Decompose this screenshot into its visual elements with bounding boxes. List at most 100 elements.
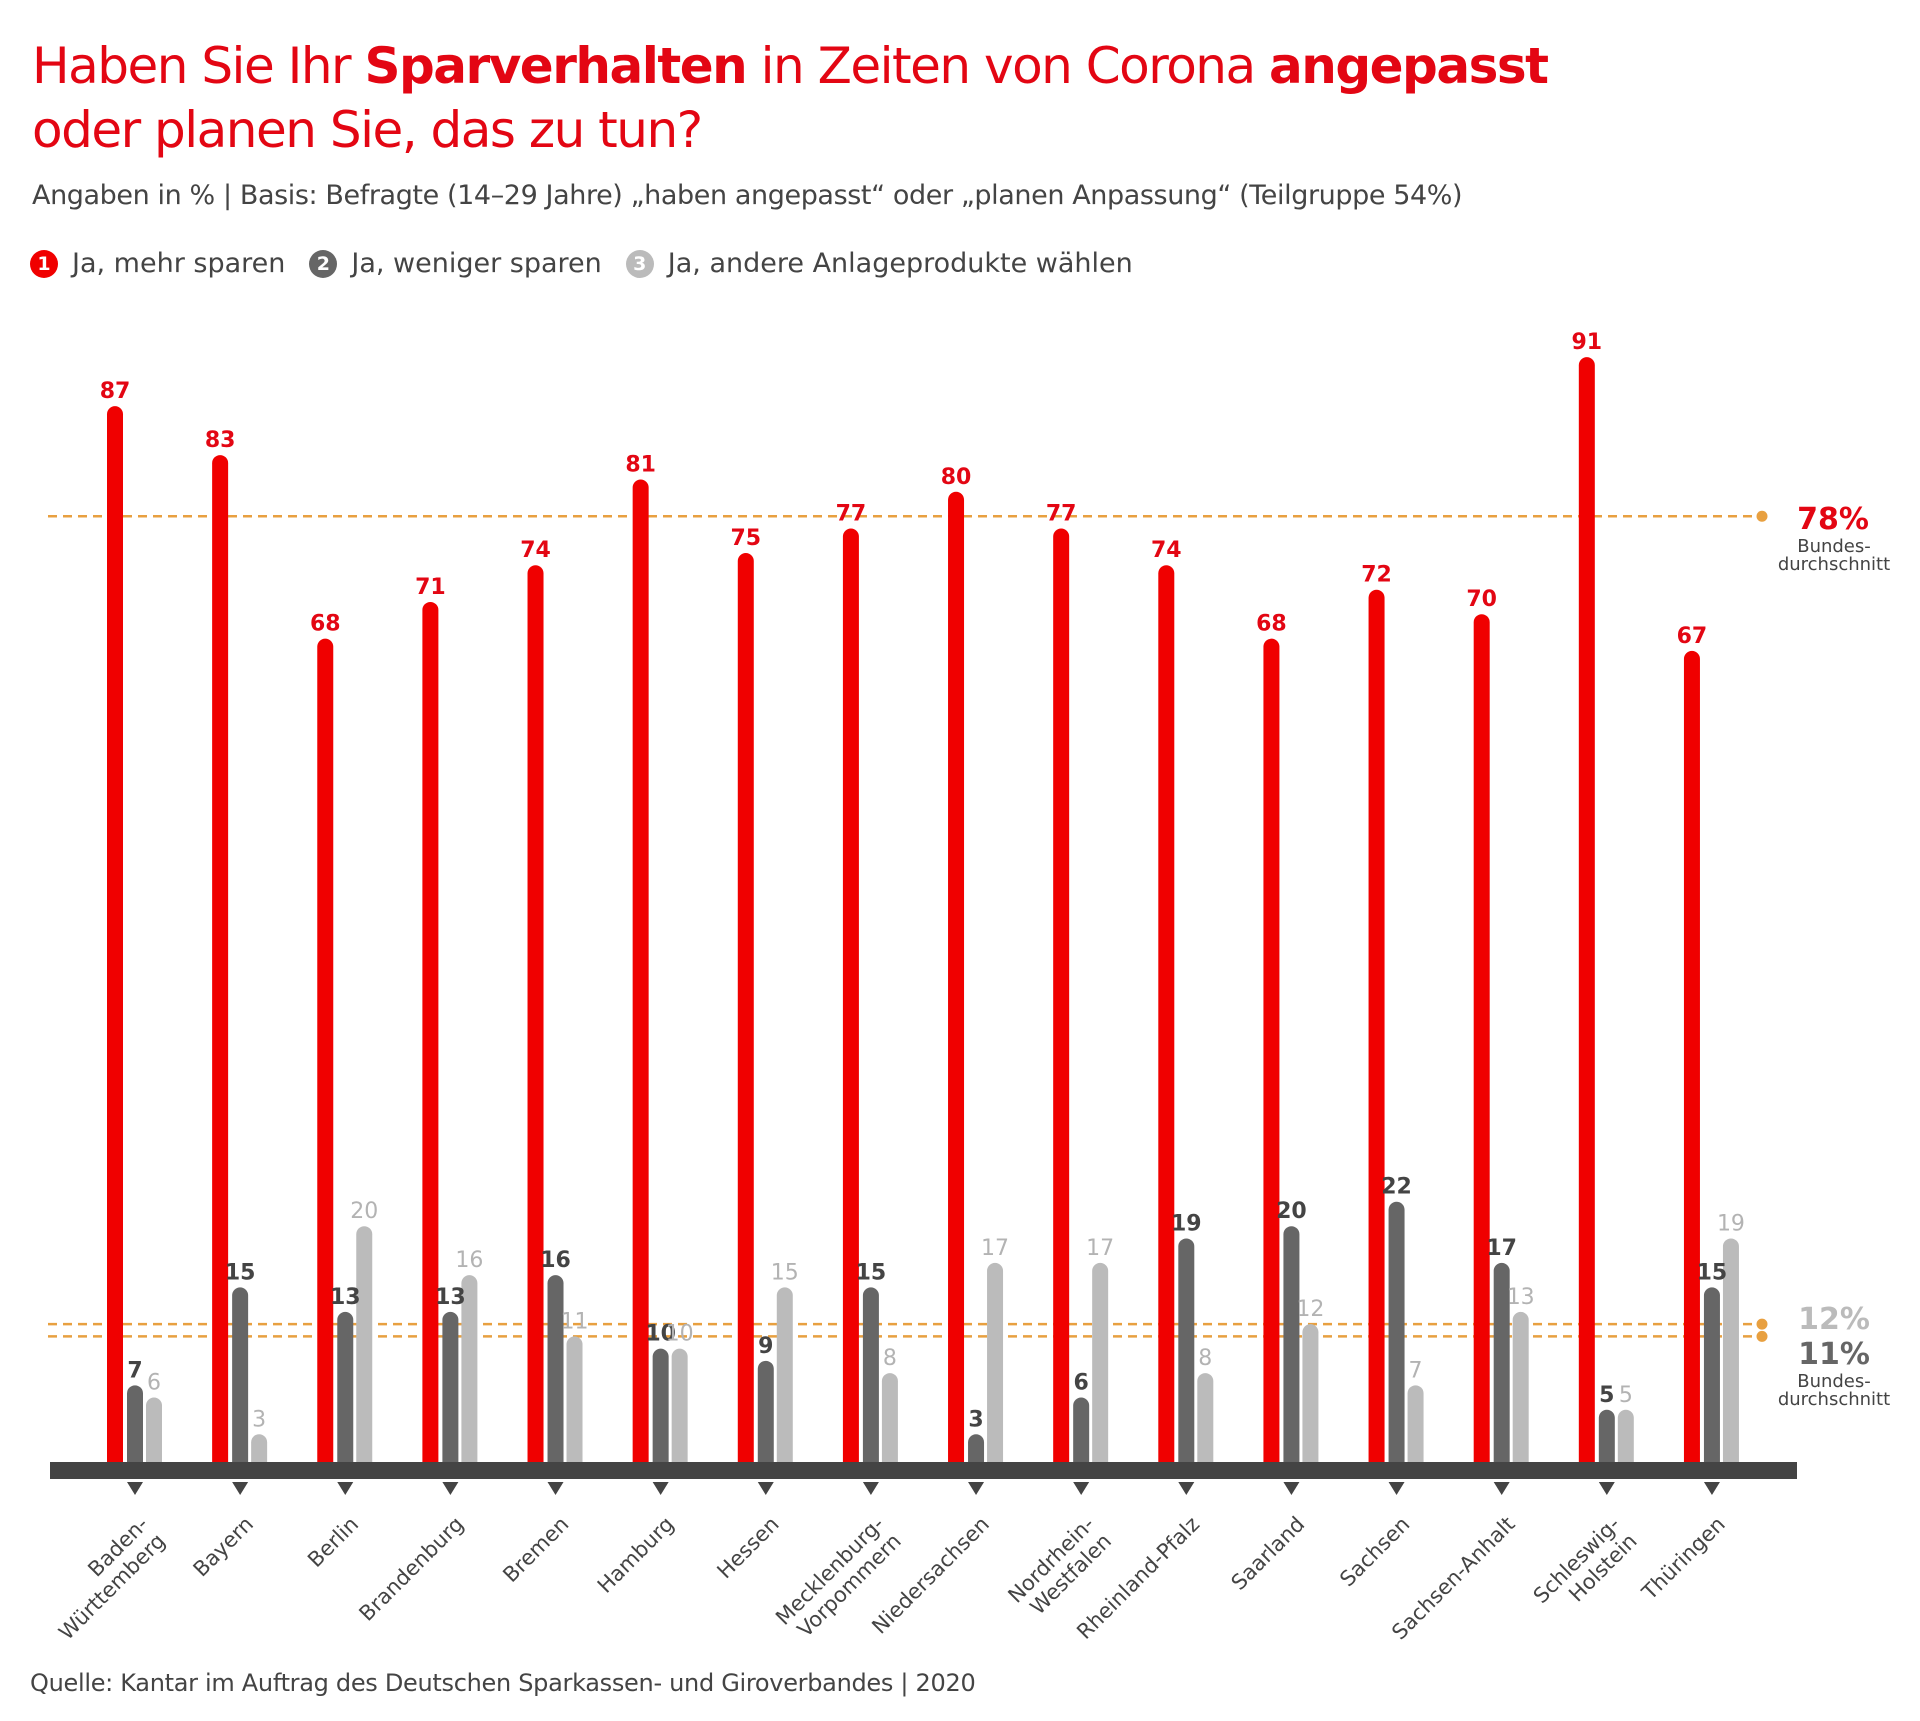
average-dot-icon (1756, 1330, 1768, 1342)
x-label: Hamburg (593, 1512, 679, 1598)
x-label: Schleswig-Holstein (1529, 1512, 1642, 1608)
tick-triangle-icon (757, 1482, 774, 1495)
reference-labels: 78%Bundes-durchschnitt12%11%Bundes-durch… (1778, 502, 1890, 1410)
value-label: 15 (771, 1260, 799, 1285)
tick-triangle-icon (862, 1482, 879, 1495)
value-label: 68 (310, 612, 341, 637)
x-label-line: Sachsen (1335, 1512, 1414, 1591)
bar-3 (566, 1336, 583, 1471)
value-label: 12 (1296, 1297, 1324, 1322)
value-label: 9 (758, 1334, 773, 1359)
value-labels: 877 6831536813207113167416118110107591577… (100, 330, 1745, 1432)
value-label: 15 (225, 1260, 256, 1285)
x-axis (50, 1462, 1797, 1495)
bar-3 (1302, 1324, 1319, 1471)
title-part: Haben Sie Ihr (32, 37, 365, 95)
tick-triangle-icon (1283, 1482, 1300, 1495)
bar-2 (1598, 1409, 1615, 1471)
tick-triangle-icon (1493, 1482, 1510, 1495)
bar-3 (1407, 1385, 1424, 1471)
value-label: 74 (1151, 538, 1182, 563)
bar-1 (107, 406, 123, 1471)
tick-triangle-icon (1388, 1482, 1405, 1495)
bar-1 (1053, 528, 1070, 1471)
value-label: 17 (1486, 1236, 1517, 1261)
legend-item-weniger-sparen: 2 Ja, weniger sparen (309, 248, 602, 279)
bar-2 (862, 1287, 879, 1471)
bar-1 (422, 601, 439, 1471)
x-label-line: Thüringen (1637, 1512, 1730, 1605)
legend-item-andere-anlageprodukte: 3 Ja, andere Anlageprodukte wählen (625, 248, 1133, 279)
x-label-line: Hamburg (593, 1512, 679, 1598)
tick-triangle-icon (442, 1482, 459, 1495)
average-dot-icon (1756, 1318, 1768, 1330)
bars (107, 357, 1739, 1472)
value-label: 16 (455, 1248, 483, 1273)
x-label-line: Hessen (712, 1512, 783, 1583)
title-part: in Zeiten von Corona (746, 37, 1270, 95)
value-label: 7 (1409, 1358, 1423, 1383)
bar-2 (127, 1385, 143, 1471)
value-label: 3 (968, 1407, 983, 1432)
value-label: 77 (836, 502, 867, 527)
x-label: Thüringen (1637, 1512, 1730, 1605)
bar-3 (881, 1373, 898, 1471)
x-label: Brandenburg (354, 1512, 468, 1626)
x-label-line: Berlin (303, 1512, 363, 1572)
value-label: 22 (1381, 1175, 1412, 1200)
value-label: 71 (415, 575, 446, 600)
bar-2 (652, 1348, 669, 1471)
tick-triangle-icon (1073, 1482, 1090, 1495)
bar-3 (671, 1348, 688, 1471)
value-label: 15 (856, 1260, 887, 1285)
value-label: 16 (540, 1248, 571, 1273)
value-label: 77 (1046, 502, 1077, 527)
bar-3 (1617, 1409, 1634, 1471)
value-label: 19 (1717, 1211, 1745, 1236)
bar-2 (442, 1311, 459, 1471)
reference-lines (48, 510, 1768, 1342)
x-label: Bayern (189, 1512, 258, 1581)
bar-1 (1263, 638, 1280, 1471)
average-dot-icon (1756, 510, 1768, 522)
value-label: 67 (1677, 624, 1708, 649)
bar-1 (1683, 650, 1700, 1471)
title-part-bold: angepasst (1269, 37, 1549, 95)
bar-2 (757, 1360, 774, 1471)
legend: 1 Ja, mehr sparen 2 Ja, weniger sparen 3… (30, 248, 1157, 279)
x-label: Saarland (1227, 1512, 1310, 1595)
x-label: Sachsen (1335, 1512, 1414, 1591)
legend-number-2-icon: 2 (309, 249, 338, 278)
bar-1 (317, 638, 334, 1471)
value-label: 17 (1086, 1236, 1114, 1261)
x-label-line: Saarland (1227, 1512, 1310, 1595)
value-label: 13 (1507, 1285, 1535, 1310)
value-label: 72 (1361, 563, 1392, 588)
value-label: 3 (252, 1407, 266, 1432)
value-label: 70 (1466, 587, 1497, 612)
x-axis-bar (50, 1462, 1797, 1479)
average-value-weniger-sparen: 11% (1798, 1337, 1870, 1372)
legend-label: Ja, andere Anlageprodukte wählen (667, 248, 1133, 279)
value-label: 13 (330, 1285, 361, 1310)
title-part-bold: Sparverhalten (364, 37, 748, 95)
title-line-1: Haben Sie Ihr Sparverhalten in Zeiten vo… (32, 37, 1549, 95)
average-caption: Bundes- (1797, 1371, 1871, 1392)
bar-1 (842, 528, 859, 1471)
value-label: 68 (1256, 612, 1287, 637)
value-label: 83 (205, 428, 236, 453)
bar-1 (527, 565, 544, 1471)
value-label: 19 (1171, 1211, 1202, 1236)
chart-title: Haben Sie Ihr Sparverhalten in Zeiten vo… (32, 34, 1549, 162)
value-label: 11 (561, 1309, 589, 1334)
legend-label: Ja, weniger sparen (351, 248, 602, 279)
bar-2 (337, 1311, 354, 1471)
bar-2 (968, 1434, 985, 1471)
value-label: 8 (883, 1346, 897, 1371)
value-label: 15 (1697, 1260, 1728, 1285)
bar-3 (776, 1287, 793, 1471)
bar-1 (737, 553, 754, 1471)
tick-triangle-icon (337, 1482, 354, 1495)
bar-2 (232, 1287, 249, 1471)
